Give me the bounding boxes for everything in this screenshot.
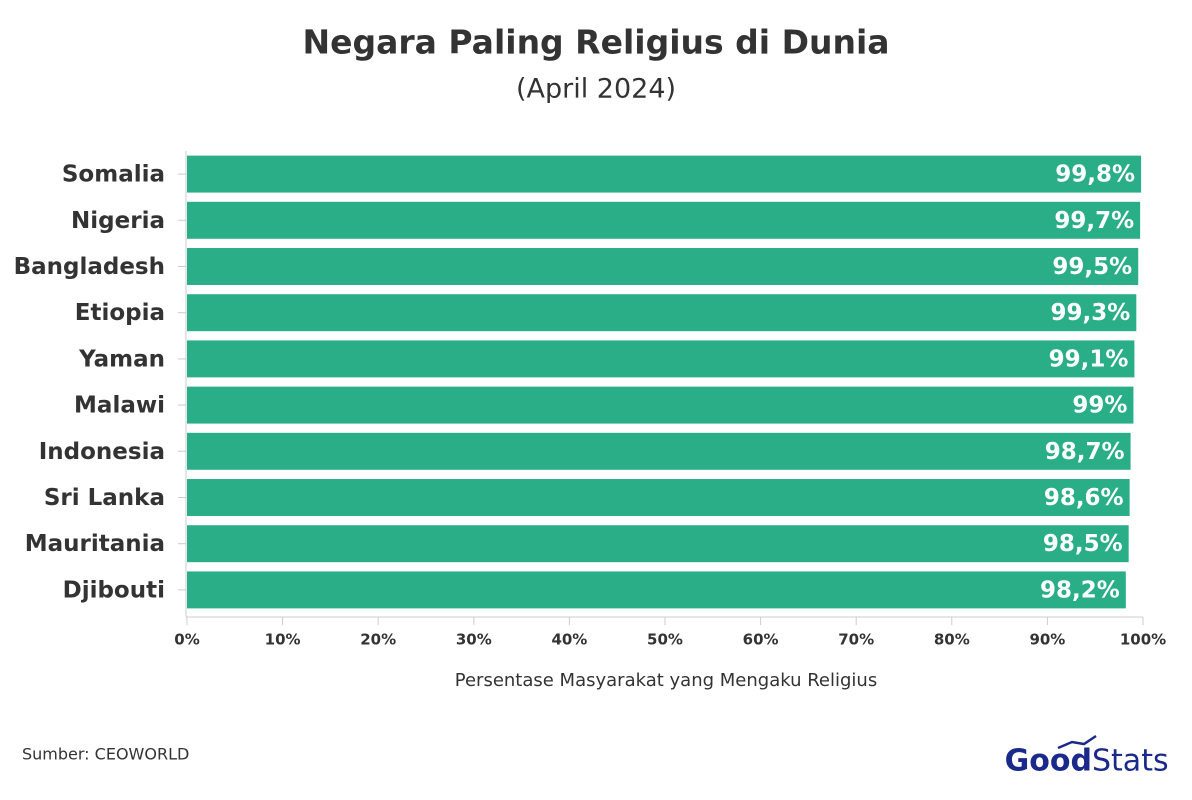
y-tick-label: Nigeria: [71, 208, 165, 234]
value-label: 98,2%: [1040, 577, 1120, 603]
x-tick-label: 20%: [360, 631, 396, 649]
y-tick-label: Bangladesh: [14, 254, 165, 280]
value-label: 98,6%: [1044, 485, 1124, 511]
y-tick-label: Mauritania: [25, 531, 165, 557]
y-tick-label: Malawi: [74, 393, 165, 419]
brand-icon: [1057, 734, 1097, 750]
value-label: 98,7%: [1045, 439, 1125, 465]
value-label: 99,3%: [1051, 300, 1131, 326]
x-tick-label: 40%: [551, 631, 587, 649]
bar: [187, 340, 1135, 378]
brand-good: Good: [1005, 744, 1092, 779]
x-tick-label: 30%: [456, 631, 492, 649]
value-label: 99,8%: [1055, 162, 1135, 188]
bar: [187, 386, 1134, 424]
x-tick-label: 50%: [647, 631, 683, 649]
chart-title: Negara Paling Religius di Dunia: [302, 23, 889, 62]
value-label: 98,5%: [1043, 531, 1123, 557]
y-tick-label: Djibouti: [63, 577, 165, 603]
x-tick-label: 0%: [174, 631, 199, 649]
x-tick-label: 60%: [743, 631, 779, 649]
value-label: 99,7%: [1054, 208, 1134, 234]
bar: [187, 432, 1131, 470]
x-tick-label: 90%: [1029, 631, 1065, 649]
bar: [187, 525, 1129, 563]
x-tick-label: 10%: [265, 631, 301, 649]
value-label: 99,1%: [1049, 346, 1129, 372]
chart-subtitle: (April 2024): [516, 74, 676, 105]
y-tick-label: Indonesia: [39, 439, 165, 465]
bar: [187, 571, 1126, 609]
x-axis-label: Persentase Masyarakat yang Mengaku Relig…: [455, 670, 877, 691]
y-tick-label: Yaman: [78, 346, 165, 372]
value-label: 99,5%: [1052, 254, 1132, 280]
x-tick-label: 80%: [934, 631, 970, 649]
y-tick-label: Etiopia: [75, 300, 165, 326]
bar: [187, 479, 1130, 516]
value-label: 99%: [1072, 393, 1127, 419]
x-tick-label: 100%: [1120, 631, 1166, 649]
bar: [187, 155, 1142, 193]
y-tick-label: Somalia: [62, 162, 165, 188]
bar: [187, 248, 1139, 285]
bar: [187, 294, 1137, 332]
y-tick-label: Sri Lanka: [44, 485, 165, 511]
bar: [187, 201, 1141, 239]
brand-stats: Stats: [1092, 744, 1169, 779]
x-tick-label: 70%: [838, 631, 874, 649]
source: Sumber: CEOWORLD: [22, 745, 189, 764]
